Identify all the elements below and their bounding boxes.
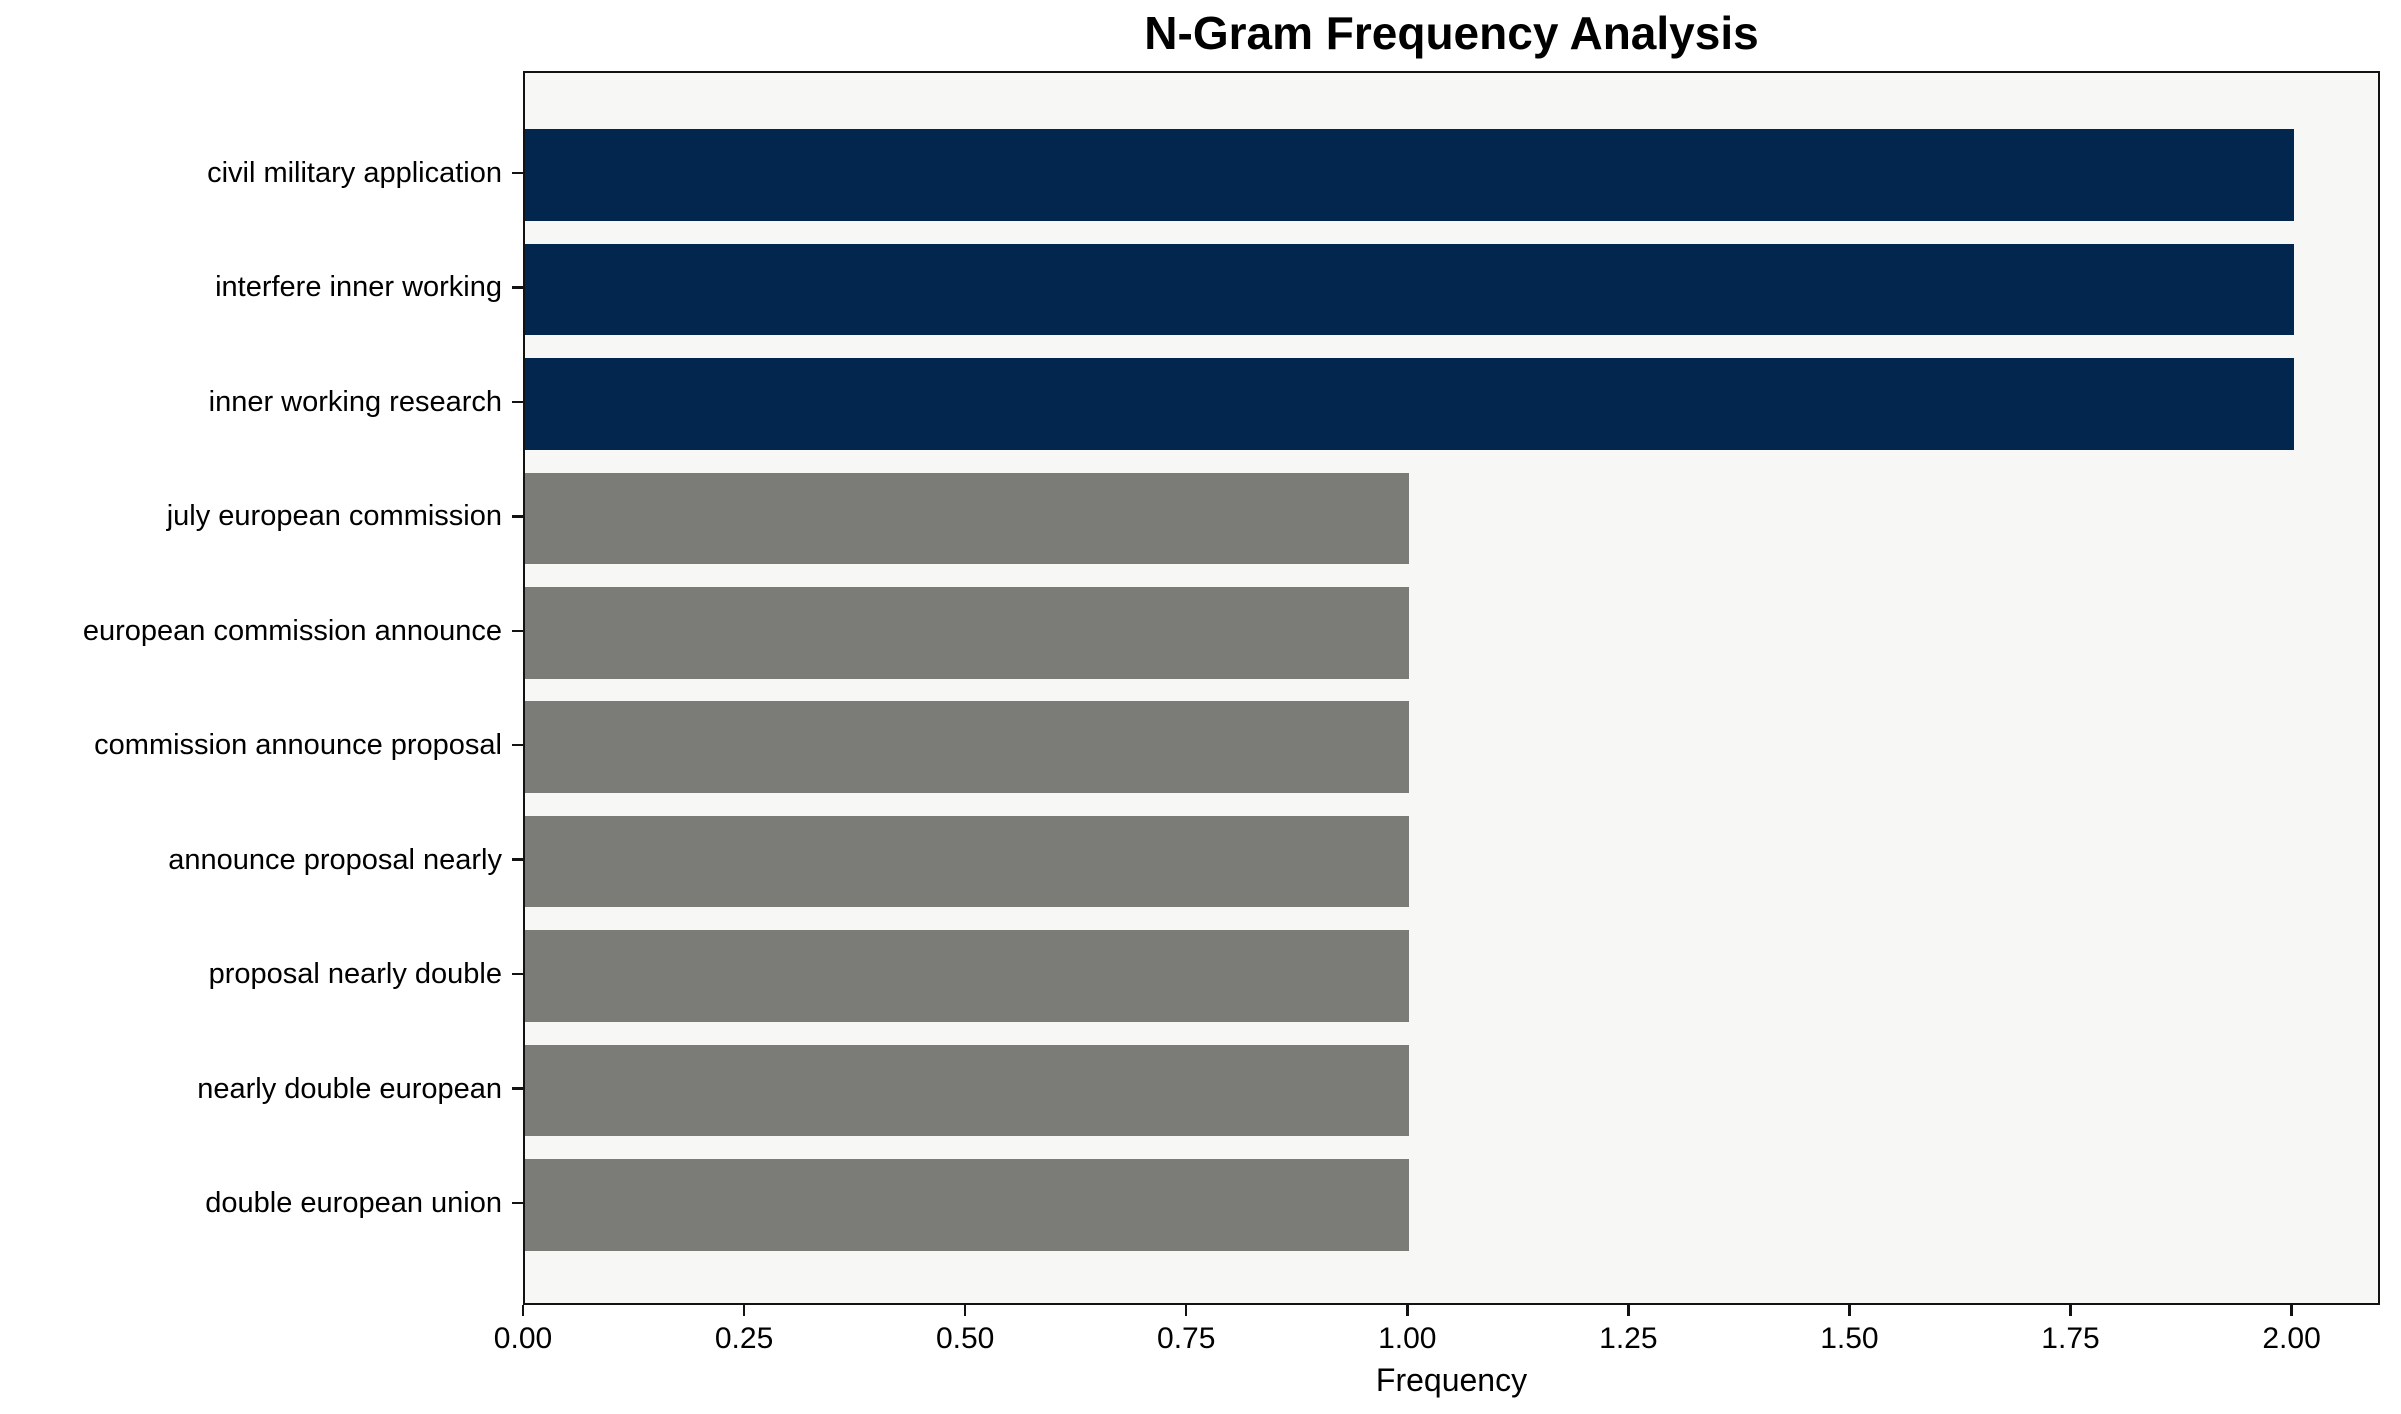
x-tick-mark: [1184, 1305, 1188, 1316]
x-tick-mark: [742, 1305, 746, 1316]
x-tick-mark: [1848, 1305, 1851, 1316]
y-axis-category-label: inner working research: [208, 385, 502, 418]
bar: [525, 1044, 1410, 1137]
y-tick-mark: [512, 400, 523, 404]
y-tick-mark: [512, 1087, 523, 1090]
x-tick-label: 0.00: [493, 1322, 553, 1355]
y-tick-mark: [512, 515, 523, 518]
y-tick-mark: [512, 286, 523, 289]
x-tick-mark: [1627, 1305, 1630, 1316]
bar: [525, 243, 2294, 336]
x-tick-label: 1.75: [2041, 1322, 2100, 1355]
y-axis-category-label: european commission announce: [82, 614, 502, 647]
bar: [525, 129, 2294, 221]
bar: [525, 1159, 1410, 1251]
y-axis-category-label: announce proposal nearly: [168, 843, 502, 876]
bar: [525, 930, 1410, 1022]
bar: [525, 586, 1410, 679]
y-axis-category-label: nearly double european: [197, 1072, 502, 1105]
y-tick-mark: [512, 743, 523, 747]
x-tick-label: 0.50: [935, 1322, 995, 1355]
x-tick-mark: [2069, 1305, 2072, 1316]
x-tick-mark: [521, 1305, 525, 1316]
chart-title: N-Gram Frequency Analysis: [1144, 7, 1759, 59]
y-tick-mark: [512, 629, 523, 632]
x-tick-label: 2.00: [2262, 1322, 2321, 1355]
y-tick-mark: [512, 972, 523, 976]
x-tick-label: 0.75: [1157, 1322, 1216, 1355]
y-axis-category-label: double european union: [205, 1187, 502, 1220]
y-axis-category-label: commission announce proposal: [94, 729, 502, 762]
y-tick-mark: [512, 858, 523, 861]
x-tick-label: 1.25: [1599, 1322, 1658, 1355]
x-tick-mark: [963, 1305, 967, 1316]
y-tick-mark: [512, 1201, 523, 1205]
x-tick-mark: [1406, 1305, 1409, 1316]
x-tick-mark: [2290, 1305, 2293, 1316]
y-axis-category-label: interfere inner working: [215, 271, 502, 304]
bar: [525, 472, 1410, 565]
x-tick-label: 0.25: [714, 1322, 774, 1355]
bar: [525, 815, 1410, 908]
y-axis-category-label: civil military application: [207, 156, 502, 189]
y-axis-category-label: proposal nearly double: [208, 958, 502, 991]
x-tick-label: 1.00: [1378, 1322, 1437, 1355]
bar: [525, 701, 1410, 793]
bar: [525, 358, 2294, 450]
y-tick-mark: [512, 171, 523, 175]
y-axis-category-label: july european commission: [166, 500, 502, 533]
x-axis-label: Frequency: [1375, 1362, 1528, 1398]
plot-area: [523, 71, 2380, 1305]
x-tick-label: 1.50: [1820, 1322, 1879, 1355]
